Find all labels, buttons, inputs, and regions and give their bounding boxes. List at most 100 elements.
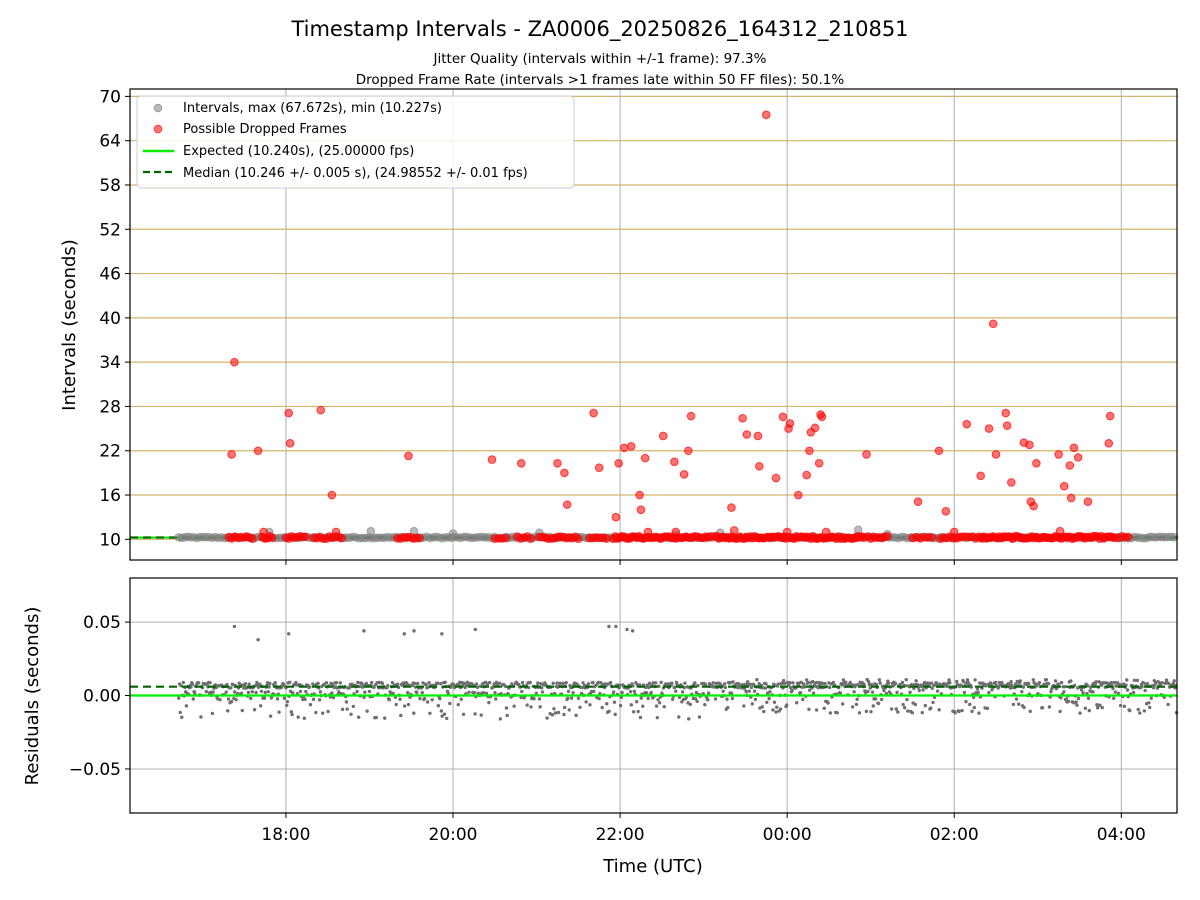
residual-point [337,690,341,694]
residual-point [461,712,466,716]
residual-point [975,687,980,691]
residual-point [494,697,498,701]
residual-point [399,713,403,718]
residual-point [747,689,751,693]
residual-point [588,703,592,707]
residual-point [613,712,617,717]
residual-point [763,686,768,690]
residual-point [1151,686,1156,690]
residual-point [994,680,998,685]
dropped-frame-point [883,532,892,541]
residual-point [673,685,677,689]
residual-point [753,697,758,702]
residual-point [798,691,803,695]
residual-point [566,689,571,694]
residual-point [955,679,959,684]
residual-point [259,689,264,693]
dropped-frame-point [793,490,803,500]
residual-point [948,681,952,685]
residual-point [380,681,385,686]
residual-point [567,708,571,712]
residual-point [326,709,330,714]
residual-point [775,705,779,709]
dropped-frame-point [778,412,788,422]
residual-point [569,696,574,700]
intervals-panel: 10 16 22 28 34 40 46 52 58 64 70 Intervals (second… [59,87,1179,565]
residual-point [247,682,251,686]
residual-point [935,681,939,686]
x-tick-label: 18:00 [261,825,310,845]
residual-point [229,686,233,690]
residual-point [267,685,271,689]
intervals-plot-frame [129,88,1178,561]
residual-point [538,705,542,709]
dropped-frame-point [802,470,811,480]
residual-point [475,685,480,690]
residual-point [1143,688,1147,693]
interval-point-outlier [366,526,376,536]
residual-point [1056,682,1061,686]
residual-point [866,680,871,684]
residual-point [965,678,970,682]
dropped-frame-point [1054,450,1063,459]
residual-point [749,685,754,690]
dropped-frame-point [1065,461,1075,470]
residual-point [504,684,508,689]
residual-point [498,717,503,721]
residual-point [184,704,189,708]
residual-point [555,681,559,685]
residual-point [901,702,905,707]
residual-point [497,681,502,685]
residual-point [744,689,748,694]
residual-point [962,690,967,695]
residual-point [448,701,452,706]
residual-point [870,690,875,694]
residual-point [579,691,584,696]
x-tick-label: 00:00 [763,825,812,845]
residual-point [731,680,735,684]
residual-point [1166,702,1170,707]
dropped-frame-point [327,490,337,500]
residuals-y-ticks: −0.05 0.00 0.05 [69,613,130,780]
x-tick-label: 22:00 [596,825,645,845]
residual-point [1028,709,1032,714]
residual-point [1031,678,1036,682]
residual-point [611,690,616,694]
residual-point [1079,688,1084,692]
residual-point [677,715,681,719]
residual-point [931,700,935,705]
residual-point [1135,678,1140,683]
dropped-frame-point [574,534,583,544]
residual-point [406,702,411,707]
residual-point [900,680,905,685]
residual-point [639,696,643,700]
residual-point [1062,690,1066,694]
residual-point [1125,688,1130,692]
dropped-frame-point [1069,443,1079,453]
residual-point [976,690,980,695]
residual-point [290,712,294,717]
residual-point [268,714,273,718]
residual-point [1116,691,1121,695]
residual-point [263,690,267,695]
residual-point [815,680,820,685]
residual-point [1140,684,1144,689]
intervals-y-tick-label: 64 [99,132,121,152]
x-axis-label: Time (UTC) [602,856,703,877]
residual-point [240,708,244,713]
residual-point [831,680,836,685]
residual-point [693,681,697,685]
dropped-frame-point [560,468,569,478]
dropped-frame-point [976,471,985,481]
dropped-frame-point [248,534,257,543]
residual-point [493,691,497,695]
residual-point [877,678,882,682]
residual-point [574,713,578,718]
intervals-y-tick-label: 16 [99,486,121,506]
residual-point [657,701,662,705]
residual-point [232,690,237,694]
residual-point [1115,680,1120,685]
dropped-frame-point [753,431,763,441]
residual-point [1100,705,1104,710]
residual-point [210,711,215,716]
